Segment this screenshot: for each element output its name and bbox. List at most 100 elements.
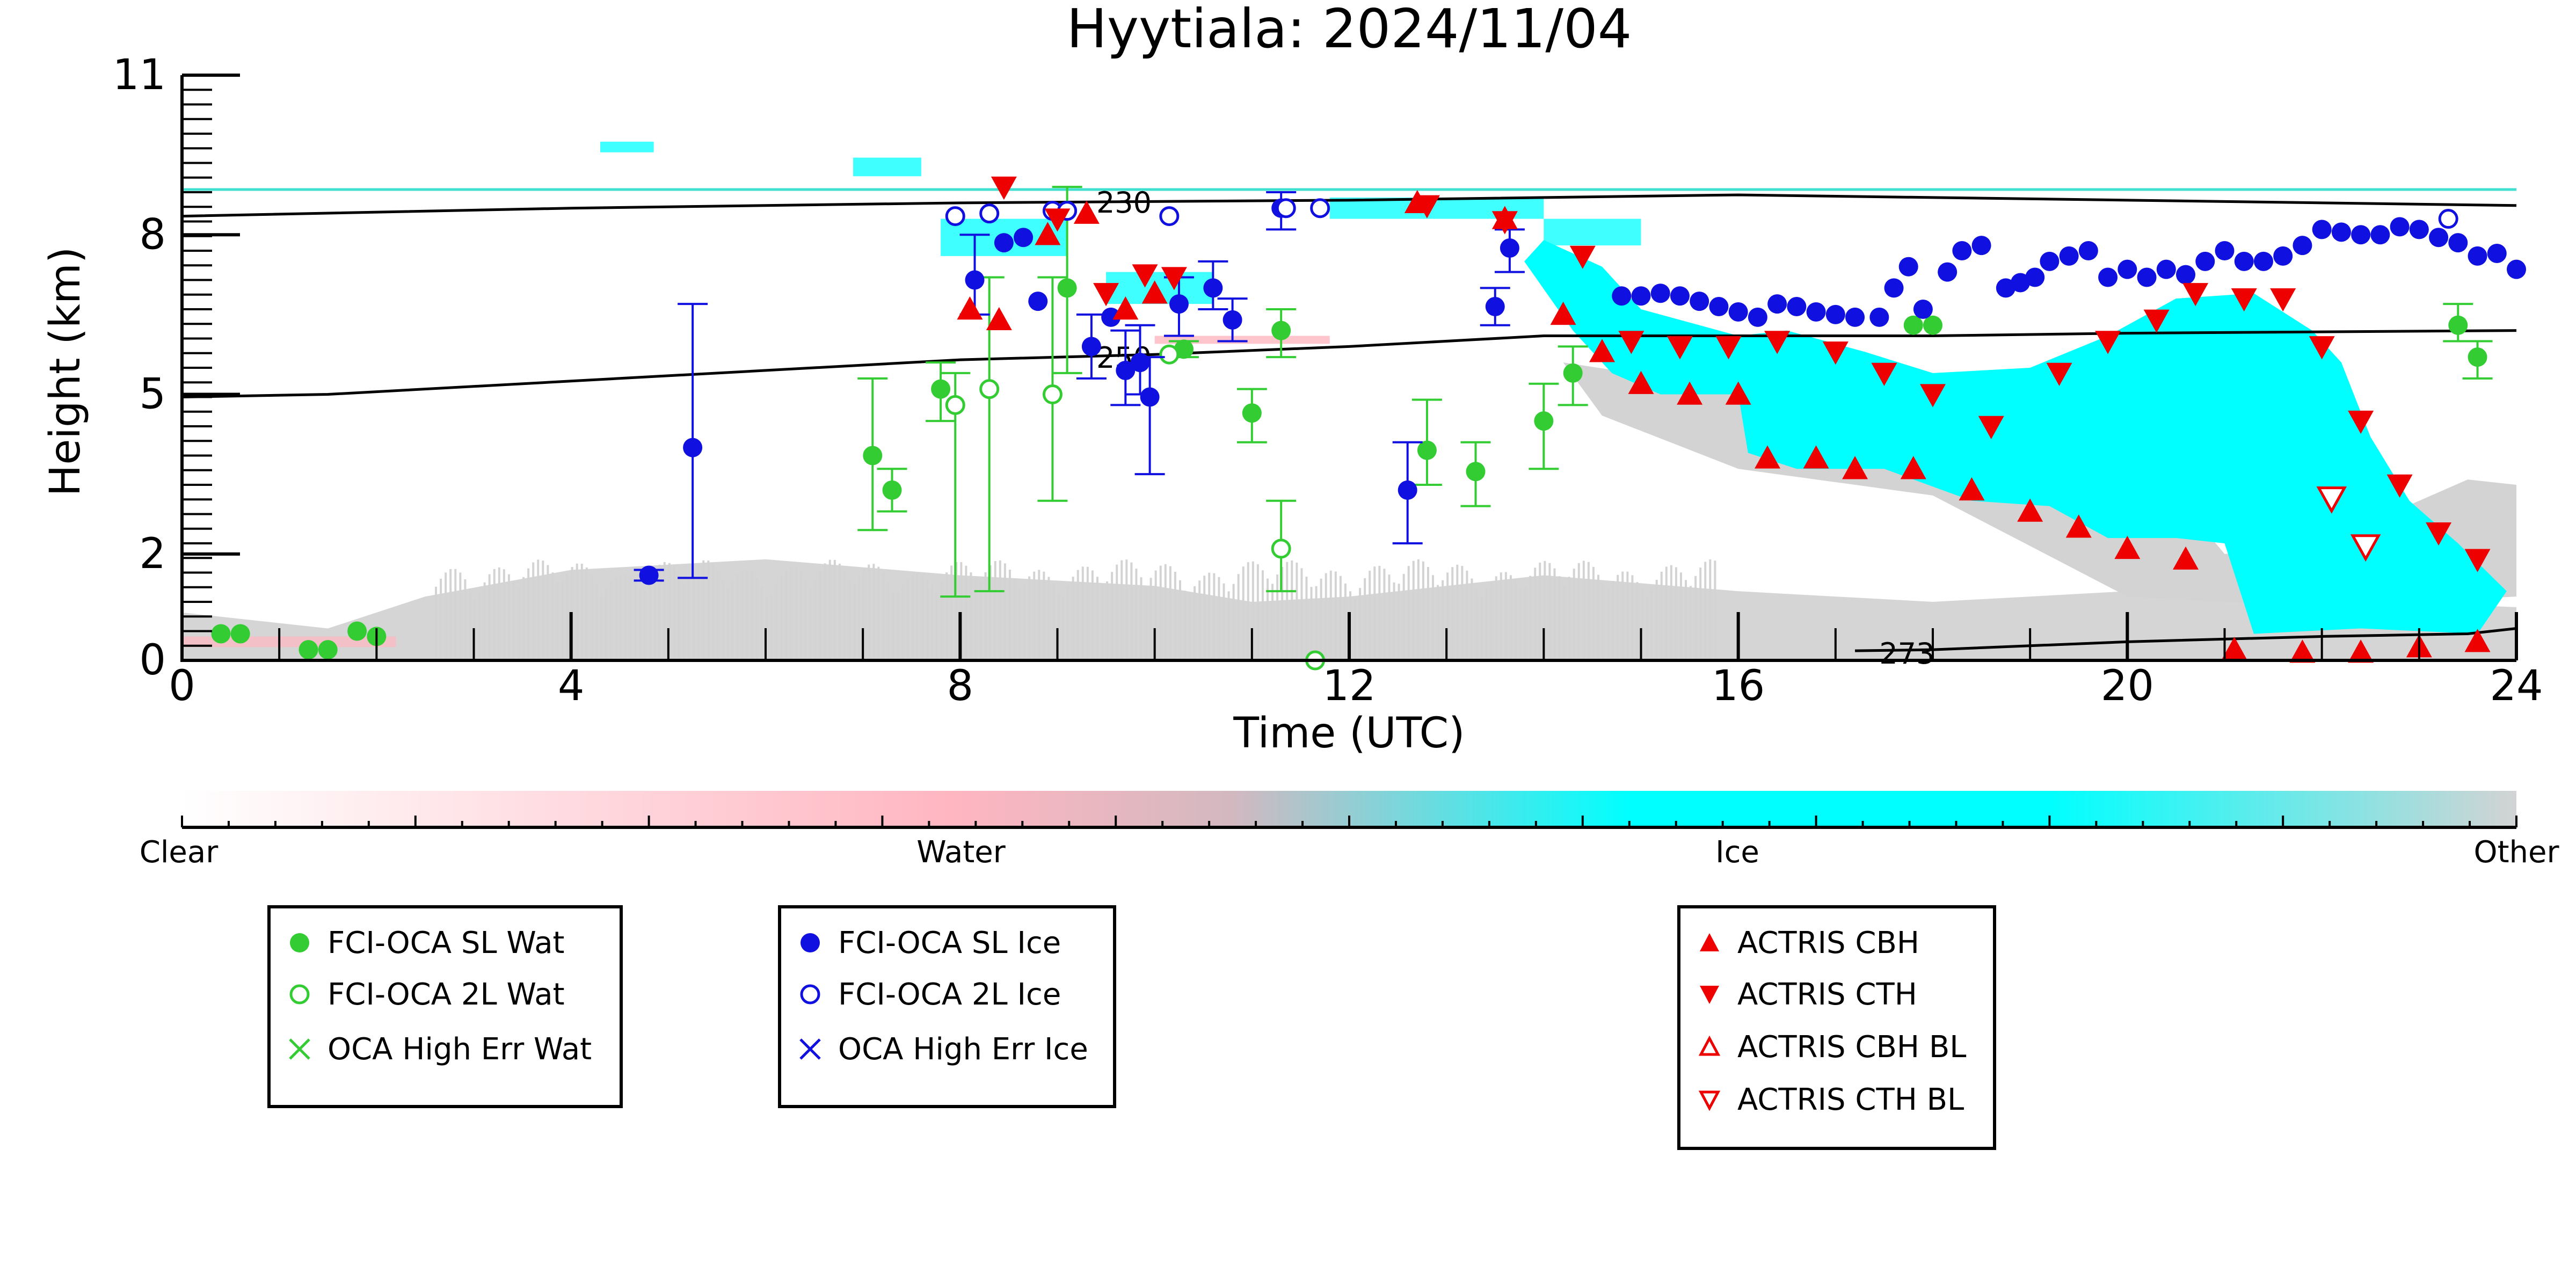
other-class-streak — [1514, 581, 1517, 660]
y-tick-label: 2 — [139, 530, 166, 578]
other-class-streak — [580, 564, 583, 660]
series-actris-cth — [991, 176, 2491, 572]
other-class-streak — [838, 563, 841, 660]
data-point — [2011, 273, 2031, 293]
data-point — [2098, 267, 2118, 287]
other-class-streak — [1125, 559, 1128, 660]
x-mark-blue-icon — [799, 1038, 821, 1060]
y-tick-label: 0 — [139, 636, 166, 685]
data-point — [1842, 456, 1868, 479]
data-point — [931, 379, 951, 399]
other-class-streak — [1558, 576, 1561, 660]
other-class-streak — [1714, 561, 1716, 660]
other-class-streak — [965, 565, 967, 660]
other-class-streak — [804, 579, 807, 660]
other-class-streak — [469, 588, 471, 660]
other-class-streak — [921, 574, 923, 660]
data-point — [299, 640, 318, 660]
data-point — [945, 395, 965, 415]
other-class-streak — [1587, 562, 1590, 660]
other-class-streak — [1310, 587, 1313, 660]
other-class-streak — [1500, 572, 1502, 660]
data-point — [2143, 309, 2170, 333]
data-point — [2078, 241, 2098, 260]
data-point — [2253, 251, 2273, 271]
other-class-streak — [1043, 571, 1045, 660]
data-point — [1923, 315, 1942, 335]
other-class-streak — [1621, 571, 1624, 660]
data-point — [1081, 337, 1101, 356]
other-class-streak — [1646, 596, 1648, 660]
open-circle-green-icon — [289, 984, 310, 1005]
legend-entry-cbh-bl: ACTRIS CBH BL — [1693, 1025, 1966, 1068]
other-class-streak — [1422, 561, 1424, 660]
other-class-streak — [1028, 576, 1031, 660]
data-point — [2065, 514, 2092, 538]
other-class-streak — [1003, 563, 1006, 660]
data-point — [1903, 315, 1923, 335]
data-point — [2468, 347, 2487, 367]
y-tick-label: 8 — [139, 210, 166, 259]
other-class-streak — [566, 573, 569, 660]
series-fci-oca-sl-wat — [211, 186, 2493, 660]
other-class-streak — [1218, 577, 1220, 660]
other-class-streak — [970, 572, 972, 660]
data-point — [1169, 294, 1189, 314]
data-point — [1628, 370, 1654, 394]
legend-actris: ACTRIS CBH ACTRIS CTH ACTRIS CBH BL ACTR… — [1677, 905, 1996, 1150]
other-class-streak — [853, 584, 856, 660]
other-class-streak — [989, 565, 992, 660]
other-class-streak — [1120, 560, 1123, 660]
other-class-streak — [605, 588, 608, 660]
legend-label: ACTRIS CTH BL — [1737, 1082, 1964, 1117]
data-point — [2409, 220, 2429, 239]
y-tick-label: 11 — [113, 51, 166, 99]
other-class-streak — [1174, 571, 1176, 660]
other-class-streak — [760, 587, 763, 660]
other-class-streak — [1437, 585, 1439, 660]
other-class-streak — [809, 587, 812, 660]
data-point — [2293, 236, 2312, 256]
data-point — [2176, 265, 2196, 285]
other-class-streak — [464, 579, 467, 660]
data-point — [1825, 304, 1845, 324]
other-class-streak — [1023, 583, 1026, 660]
data-point — [986, 307, 1012, 331]
data-point — [1725, 381, 1751, 405]
other-class-streak — [576, 563, 578, 660]
data-point — [1414, 195, 1440, 219]
data-point — [1971, 236, 1991, 256]
other-class-streak — [702, 560, 705, 660]
other-class-streak — [1091, 570, 1094, 660]
ice-class-patch — [600, 141, 654, 152]
other-class-streak — [440, 578, 442, 660]
data-point — [1884, 278, 1904, 298]
data-point — [2017, 498, 2043, 522]
data-point — [1101, 307, 1121, 327]
other-class-streak — [1256, 564, 1259, 660]
data-point — [2309, 336, 2335, 360]
other-class-streak — [1602, 585, 1605, 660]
other-class-streak — [1641, 588, 1643, 660]
data-point — [2221, 637, 2247, 660]
other-class-streak — [1364, 578, 1366, 660]
other-class-streak — [1315, 586, 1318, 660]
other-class-streak — [897, 591, 899, 660]
other-class-streak — [1650, 590, 1653, 660]
data-point — [2117, 259, 2137, 279]
other-class-streak — [1398, 584, 1400, 660]
other-class-streak — [1544, 561, 1546, 660]
data-point — [2114, 535, 2141, 559]
other-class-streak — [1227, 591, 1230, 660]
data-point — [1715, 336, 1742, 360]
other-class-streak — [751, 572, 753, 660]
other-class-streak — [824, 563, 826, 660]
other-class-streak — [1417, 559, 1420, 660]
legend-water: FCI-OCA SL Wat FCI-OCA 2L Wat OCA High E… — [267, 905, 623, 1108]
other-class-streak — [658, 564, 661, 660]
other-class-streak — [1466, 570, 1468, 660]
other-class-streak — [644, 590, 646, 660]
data-point — [1132, 264, 1158, 288]
other-class-streak — [741, 570, 744, 660]
other-class-streak — [785, 569, 788, 660]
